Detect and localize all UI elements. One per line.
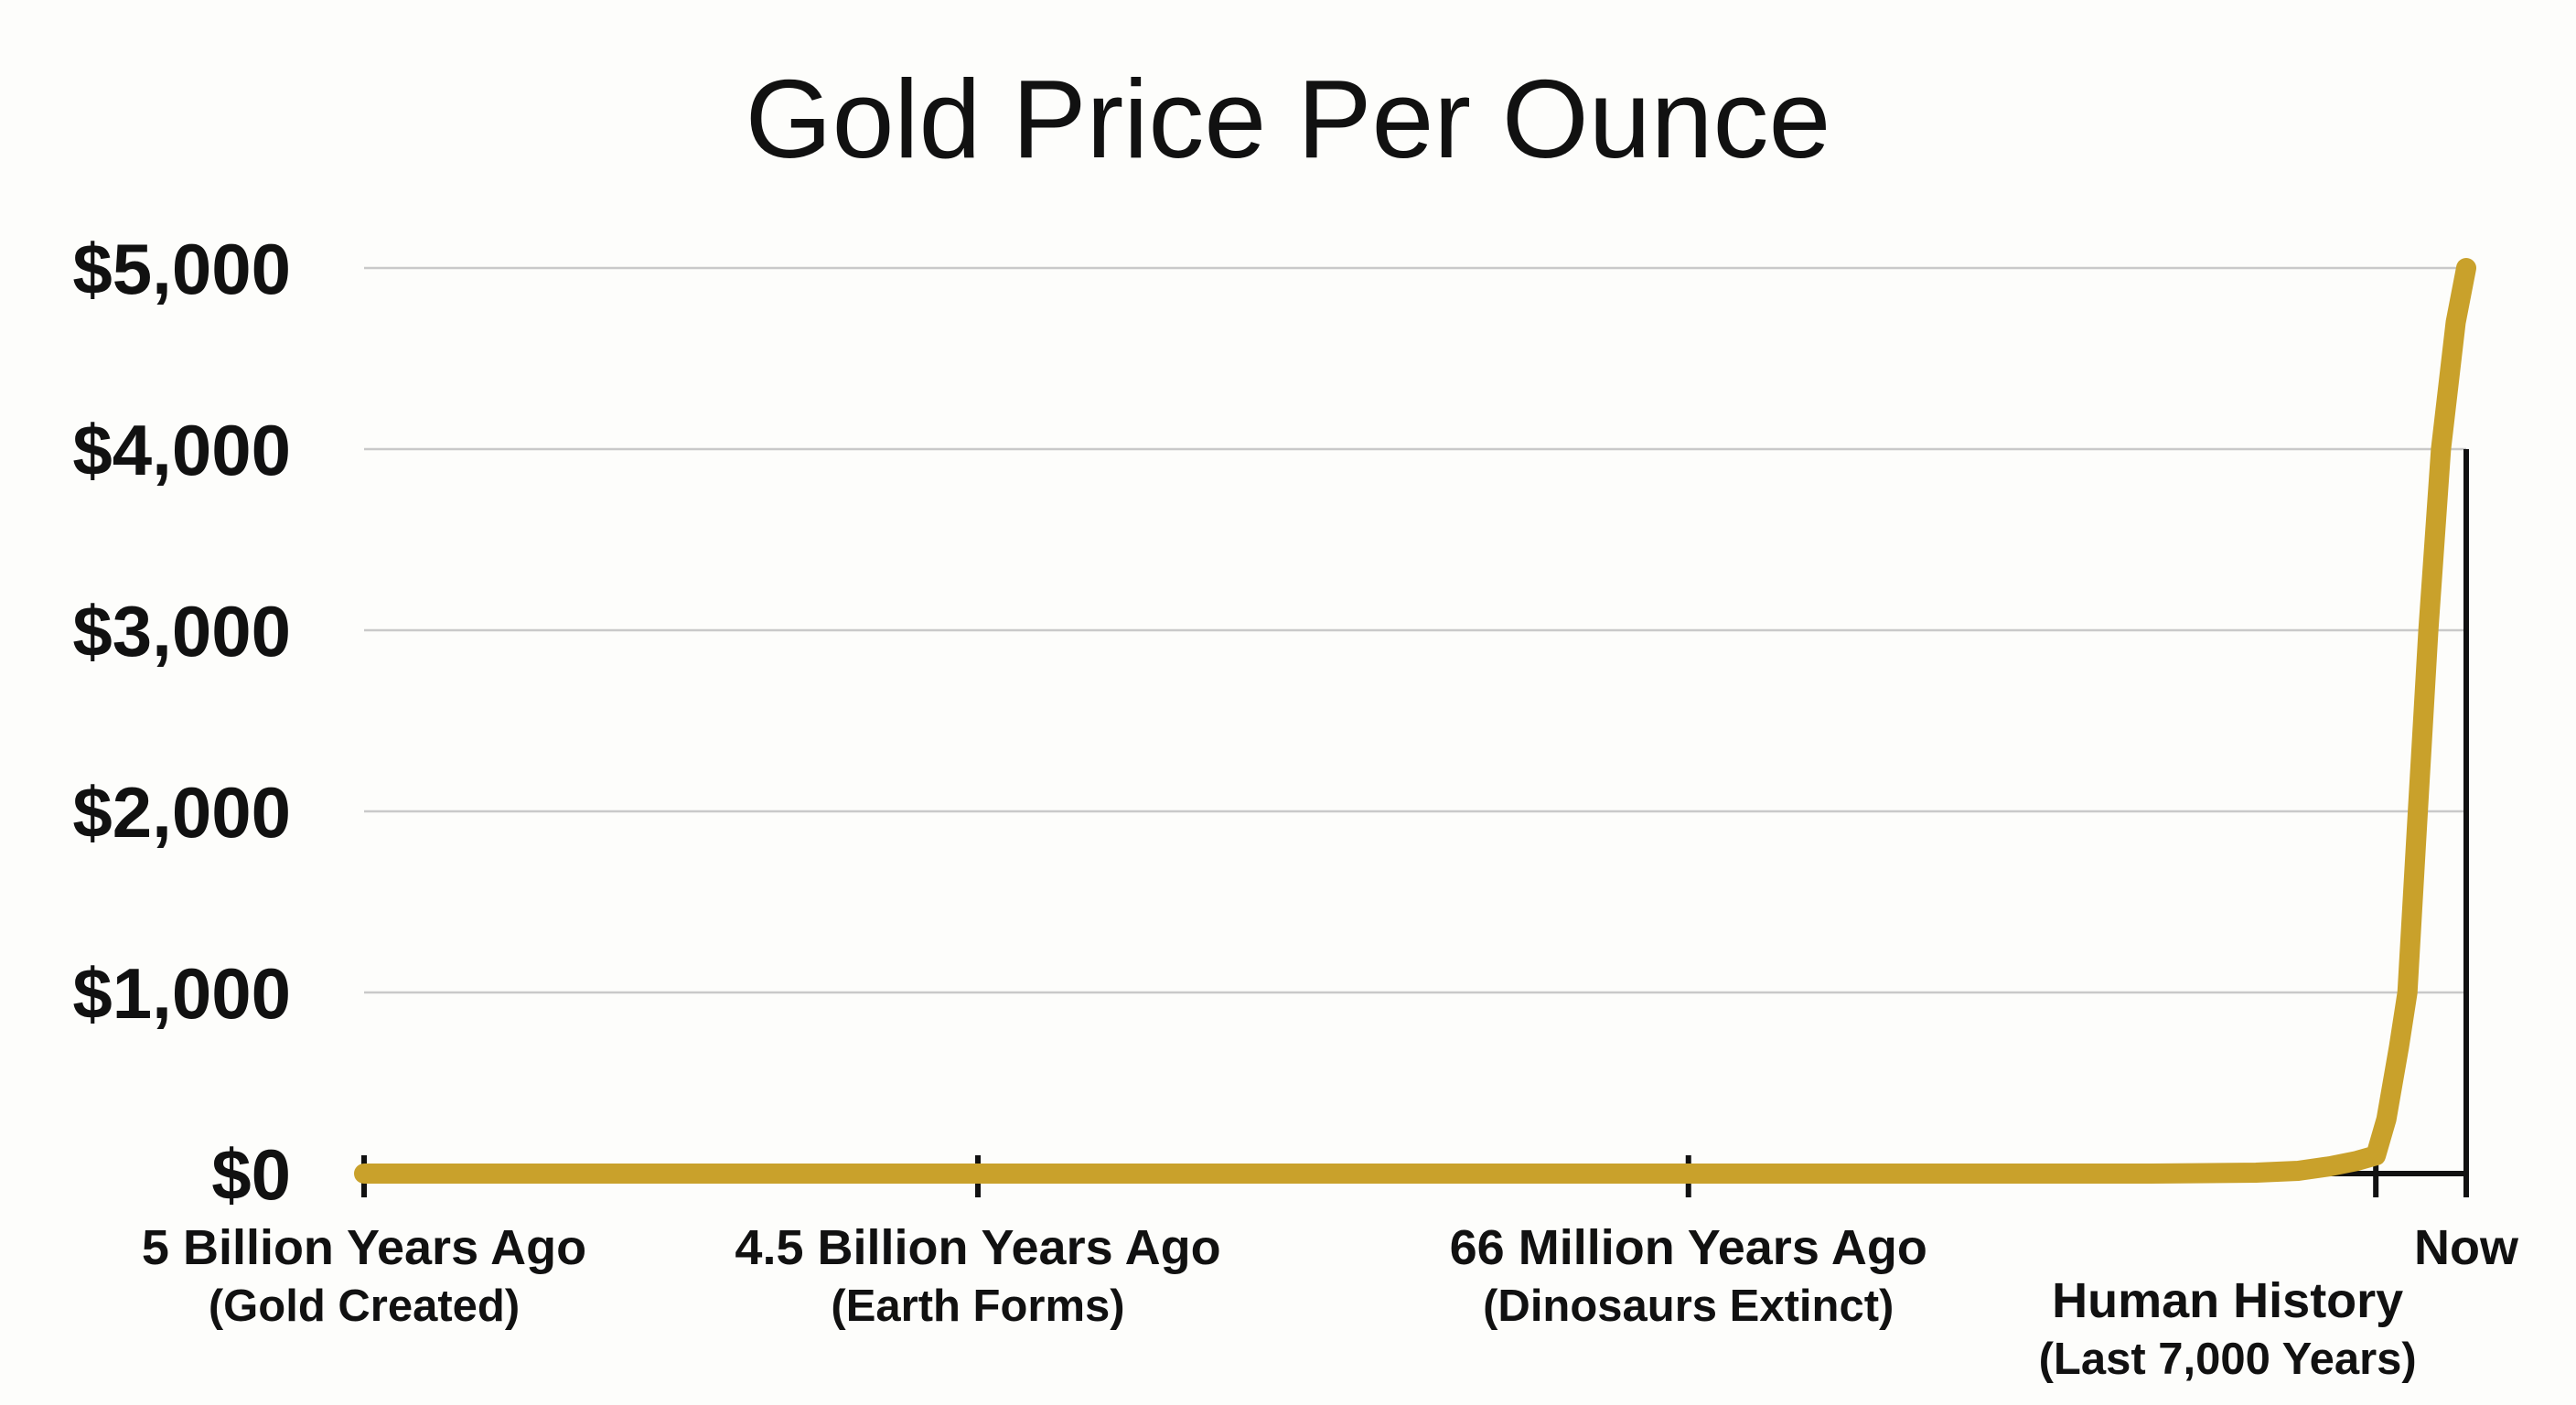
x-tick-labels: 5 Billion Years Ago (Gold Created) 4.5 Bil… bbox=[142, 1220, 2519, 1384]
x-tick-sublabel: (Earth Forms) bbox=[831, 1282, 1124, 1331]
x-tick-label: 4.5 Billion Years Ago bbox=[735, 1220, 1220, 1275]
chart-title: Gold Price Per Ounce bbox=[746, 57, 1831, 181]
x-tick-sublabel: (Gold Created) bbox=[209, 1282, 520, 1331]
y-tick-label: $1,000 bbox=[72, 953, 291, 1034]
x-tick-label: 66 Million Years Ago bbox=[1450, 1220, 1927, 1275]
y-tick-label: $2,000 bbox=[72, 772, 291, 853]
x-tick-label: 5 Billion Years Ago bbox=[142, 1220, 586, 1275]
y-tick-label: $4,000 bbox=[72, 410, 291, 490]
x-tick-sublabel: (Dinosaurs Extinct) bbox=[1483, 1282, 1894, 1331]
x-tick-label: Now bbox=[2414, 1220, 2519, 1275]
axes bbox=[361, 449, 2469, 1197]
y-tick-label: $3,000 bbox=[72, 591, 291, 671]
series-line bbox=[354, 258, 2476, 1184]
y-tick-labels: $0 $1,000 $2,000 $3,000 $4,000 $5,000 bbox=[72, 229, 291, 1215]
x-tick-sublabel: (Last 7,000 Years) bbox=[2039, 1335, 2417, 1384]
series-lines bbox=[354, 258, 2476, 1184]
y-tick-label: $0 bbox=[211, 1134, 291, 1215]
x-tick-label: Human History bbox=[2052, 1273, 2403, 1328]
gridlines bbox=[364, 266, 2466, 994]
y-tick-label: $5,000 bbox=[72, 229, 291, 309]
